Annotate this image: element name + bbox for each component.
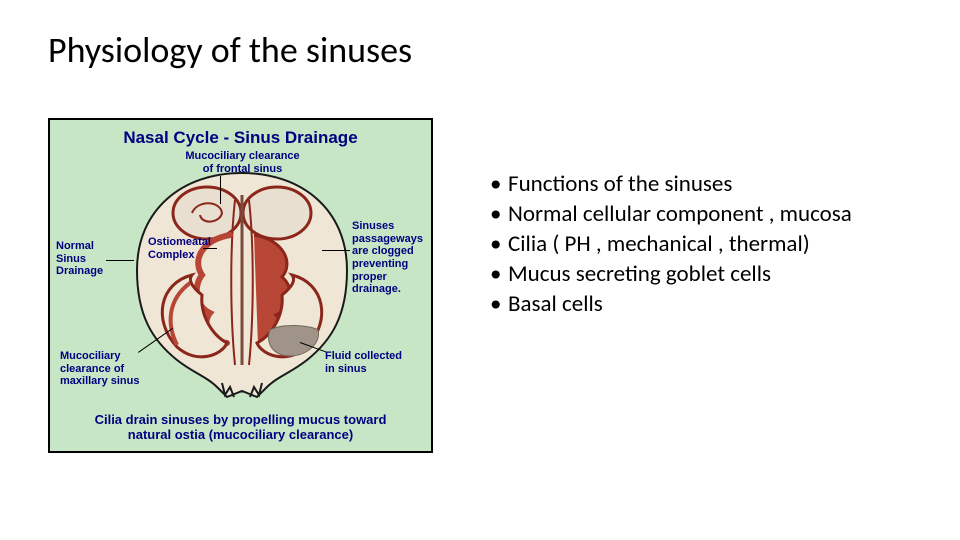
bullet-text: Cilia ( PH , mechanical , thermal)	[508, 230, 810, 260]
label-text: Mucociliary clearance	[185, 150, 299, 162]
bullet-item: • Basal cells	[490, 290, 940, 320]
label-text: Complex	[148, 249, 194, 261]
label-text: of frontal sinus	[203, 163, 282, 175]
bullet-icon: •	[490, 170, 508, 200]
slide: Physiology of the sinuses Nasal Cycle - …	[0, 0, 960, 540]
label-text: proper	[352, 271, 387, 283]
slide-title: Physiology of the sinuses	[48, 28, 412, 72]
caption-line: Cilia drain sinuses by propelling mucus …	[95, 412, 387, 427]
label-text: clearance of	[60, 363, 124, 375]
label-text: passageways	[352, 233, 423, 245]
label-text: Fluid collected	[325, 350, 402, 362]
label-text: Normal	[56, 240, 94, 252]
bullet-item: • Functions of the sinuses	[490, 170, 940, 200]
label-clogged: Sinuses passageways are clogged preventi…	[352, 220, 423, 296]
pointer-line	[203, 248, 217, 249]
bullet-icon: •	[490, 260, 508, 290]
label-ostiomeatal: Ostiomeatal Complex	[148, 236, 211, 261]
label-muco-maxillary: Mucociliary clearance of maxillary sinus	[60, 350, 140, 388]
label-text: maxillary sinus	[60, 375, 140, 387]
label-fluid: Fluid collected in sinus	[325, 350, 402, 375]
bullet-item: • Mucus secreting goblet cells	[490, 260, 940, 290]
label-normal-drainage: Normal Sinus Drainage	[56, 240, 103, 278]
bullet-icon: •	[490, 230, 508, 260]
bullet-text: Normal cellular component , mucosa	[508, 200, 852, 230]
bullet-text: Basal cells	[508, 290, 603, 320]
sinus-figure: Nasal Cycle - Sinus Drainage	[48, 118, 433, 453]
bullet-item: • Normal cellular component , mucosa	[490, 200, 940, 230]
pointer-line	[322, 250, 350, 251]
label-text: Sinus	[56, 253, 86, 265]
bullet-text: Functions of the sinuses	[508, 170, 732, 200]
pointer-line	[106, 260, 134, 261]
label-text: preventing	[352, 258, 408, 270]
caption-line: natural ostia (mucociliary clearance)	[128, 427, 353, 442]
label-text: Ostiomeatal	[148, 236, 211, 248]
label-text: Sinuses	[352, 220, 394, 232]
figure-title: Nasal Cycle - Sinus Drainage	[50, 128, 431, 148]
label-text: are clogged	[352, 245, 414, 257]
figure-caption: Cilia drain sinuses by propelling mucus …	[50, 412, 431, 443]
bullet-icon: •	[490, 200, 508, 230]
bullet-icon: •	[490, 290, 508, 320]
label-text: drainage.	[352, 283, 401, 295]
label-muco-frontal: Mucociliary clearance of frontal sinus	[170, 150, 315, 175]
bullet-list: • Functions of the sinuses • Normal cell…	[490, 170, 940, 319]
label-text: in sinus	[325, 363, 367, 375]
bullet-item: • Cilia ( PH , mechanical , thermal)	[490, 230, 940, 260]
bullet-text: Mucus secreting goblet cells	[508, 260, 771, 290]
label-text: Mucociliary	[60, 350, 121, 362]
pointer-line	[220, 176, 221, 204]
label-text: Drainage	[56, 265, 103, 277]
